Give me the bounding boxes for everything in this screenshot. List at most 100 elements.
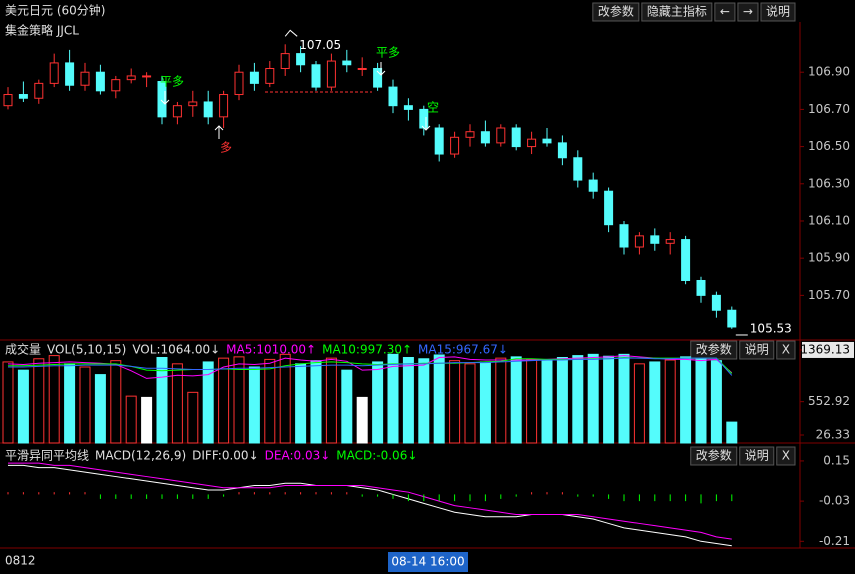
candle-body (95, 71, 105, 92)
indicator: VOL(5,10,15) (47, 343, 126, 357)
button[interactable] (592, 2, 640, 22)
volume-bar (2, 361, 14, 444)
volume-bar (279, 353, 291, 444)
candle-body (588, 179, 598, 192)
signal-label: 多 (220, 141, 232, 155)
y-tick-label: 106.50 (808, 139, 850, 153)
candle-body (727, 309, 737, 328)
button[interactable] (760, 2, 796, 22)
volume-bar (48, 355, 60, 444)
volume-bar (310, 360, 322, 444)
button-label[interactable]: ← (720, 5, 730, 19)
indicator: DEA:0.03↓ (265, 449, 331, 463)
candle-body (496, 127, 506, 144)
volume-bar (110, 360, 122, 444)
button-label[interactable]: 说明 (766, 4, 790, 19)
volume-bar (125, 395, 137, 444)
volume-bar (633, 363, 645, 444)
y-tick-label: 106.10 (808, 213, 850, 227)
button[interactable] (776, 446, 796, 466)
button[interactable] (739, 340, 775, 360)
volume-bar (526, 358, 538, 444)
volume-bar (218, 357, 230, 444)
candle-body (342, 60, 352, 66)
indicator-line (8, 462, 732, 540)
y-tick-label: 26.33 (816, 427, 850, 441)
candle-body (34, 82, 44, 99)
button[interactable] (776, 340, 796, 360)
indicator: MA15:967.67↓ (418, 343, 508, 357)
button-label[interactable]: 改参数 (696, 448, 732, 463)
indicator: DIFF:0.00↓ (192, 449, 258, 463)
candle-body (188, 101, 198, 107)
button-label[interactable]: → (743, 5, 753, 19)
button[interactable] (690, 340, 738, 360)
button-label[interactable]: 说明 (745, 448, 769, 463)
button-label[interactable]: 改参数 (696, 342, 732, 357)
volume-bar (695, 358, 707, 444)
candle-body (650, 235, 660, 244)
button-label[interactable]: 隐藏主指标 (647, 4, 707, 19)
button[interactable] (714, 2, 736, 22)
y-tick-label: 105.70 (808, 288, 850, 302)
button[interactable] (690, 446, 738, 466)
y-tick-label: -0.21 (819, 534, 850, 548)
indicator-line (7, 355, 733, 379)
volume-bar (372, 361, 384, 444)
candle-body (450, 136, 460, 155)
volume-bar (587, 353, 599, 444)
candle-body (142, 75, 152, 78)
volume-bar (603, 355, 615, 444)
button[interactable] (739, 446, 775, 466)
candle-body (157, 81, 167, 118)
button-label[interactable]: 改参数 (598, 4, 634, 19)
candle-body (511, 127, 521, 148)
candle-body (388, 86, 398, 107)
signal-arrow-head (160, 99, 170, 105)
candle-body (326, 60, 336, 88)
volume-bar (187, 391, 199, 444)
button-label[interactable]: 说明 (745, 342, 769, 357)
indicator: MA10:997.30↑ (322, 343, 412, 357)
signal-arrow-head (214, 125, 224, 131)
y-tick-label: 0.15 (823, 453, 850, 467)
volume-bar (556, 357, 568, 444)
volume-bar (649, 361, 661, 444)
candle-body (3, 94, 13, 107)
y-tick-label: 106.90 (808, 65, 850, 79)
y-tick-label: 106.70 (808, 102, 850, 116)
candle-body (357, 67, 367, 70)
candle-body (542, 138, 552, 144)
candle-body (434, 127, 444, 155)
candle-body (65, 62, 75, 86)
volume-bar (479, 361, 491, 444)
button[interactable] (641, 2, 713, 22)
volume-bar (541, 360, 553, 444)
button-label[interactable]: X (782, 449, 790, 463)
volume-bar (295, 363, 307, 444)
volume-bar (449, 360, 461, 444)
volume-bar (387, 353, 399, 444)
candle-body (80, 71, 90, 86)
volume-bar (171, 363, 183, 444)
candle-body (296, 53, 306, 66)
candle-body (480, 131, 490, 144)
indicator-line (8, 464, 732, 547)
candle-body (280, 53, 290, 69)
signal-arrow-head (421, 125, 431, 131)
volume-bar (710, 360, 722, 444)
y-tick-label: 106.30 (808, 176, 850, 190)
indicator: MACD(12,26,9) (95, 449, 186, 463)
candle-body (18, 94, 28, 99)
chart-title: 美元日元 (60分钟) (5, 3, 105, 18)
y-tick-label: -0.03 (819, 494, 850, 508)
button-label[interactable]: X (782, 343, 790, 357)
signal-label: 平多 (376, 46, 400, 60)
button[interactable] (737, 2, 759, 22)
volume-bar (33, 358, 45, 444)
y-tick-label: 552.92 (808, 394, 850, 408)
volume-bar (510, 356, 522, 444)
candle-body (696, 279, 706, 296)
cursor-time: 08-14 16:00 (391, 555, 464, 569)
